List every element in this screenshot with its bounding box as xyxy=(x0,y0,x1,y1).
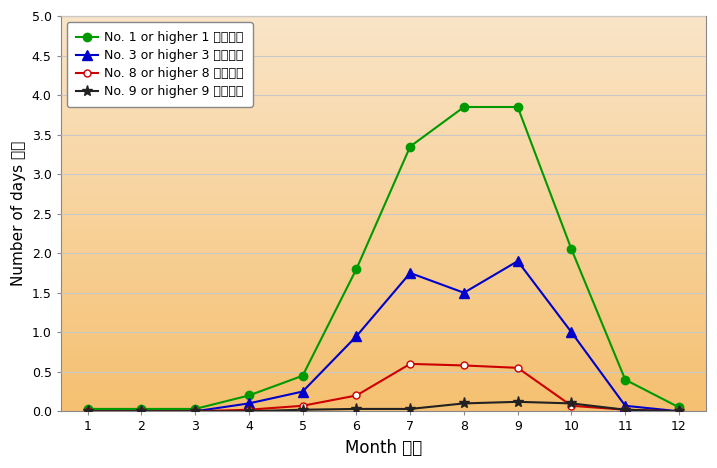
Line: No. 1 or higher 1 號或更高: No. 1 or higher 1 號或更高 xyxy=(83,103,683,413)
No. 8 or higher 8 號或更高 xyxy=(83,409,92,414)
Legend: No. 1 or higher 1 號或更高, No. 3 or higher 3 號或更高, No. 8 or higher 8 號或更高, No. 9 or: No. 1 or higher 1 號或更高, No. 3 or higher … xyxy=(67,22,253,107)
No. 3 or higher 3 號或更高 xyxy=(675,409,683,414)
No. 8 or higher 8 號或更高 xyxy=(513,365,522,371)
No. 9 or higher 9 號或更高 xyxy=(567,401,576,406)
Y-axis label: Number of days 日數: Number of days 日數 xyxy=(11,141,26,286)
No. 3 or higher 3 號或更高 xyxy=(621,403,630,409)
No. 3 or higher 3 號或更高 xyxy=(298,389,307,395)
No. 8 or higher 8 號或更高 xyxy=(567,403,576,409)
No. 1 or higher 1 號或更高 xyxy=(567,247,576,252)
Line: No. 9 or higher 9 號或更高: No. 9 or higher 9 號或更高 xyxy=(82,396,685,417)
No. 1 or higher 1 號或更高 xyxy=(513,104,522,110)
No. 3 or higher 3 號或更高 xyxy=(460,290,468,296)
Line: No. 8 or higher 8 號或更高: No. 8 or higher 8 號或更高 xyxy=(84,360,683,415)
No. 8 or higher 8 號或更高 xyxy=(244,407,253,412)
No. 9 or higher 9 號或更高 xyxy=(244,409,253,414)
No. 3 or higher 3 號或更高 xyxy=(191,409,199,414)
No. 1 or higher 1 號或更高 xyxy=(137,406,146,412)
No. 1 or higher 1 號或更高 xyxy=(352,266,361,272)
No. 8 or higher 8 號或更高 xyxy=(675,409,683,414)
No. 1 or higher 1 號或更高 xyxy=(460,104,468,110)
No. 9 or higher 9 號或更高 xyxy=(621,407,630,412)
No. 1 or higher 1 號或更高 xyxy=(191,406,199,412)
No. 9 or higher 9 號或更高 xyxy=(513,399,522,405)
No. 8 or higher 8 號或更高 xyxy=(191,409,199,414)
X-axis label: Month 月份: Month 月份 xyxy=(345,439,422,457)
No. 1 or higher 1 號或更高 xyxy=(675,404,683,410)
No. 8 or higher 8 號或更高 xyxy=(621,407,630,412)
No. 9 or higher 9 號或更高 xyxy=(460,401,468,406)
No. 9 or higher 9 號或更高 xyxy=(137,409,146,414)
No. 8 or higher 8 號或更高 xyxy=(406,361,414,367)
No. 3 or higher 3 號或更高 xyxy=(567,329,576,335)
No. 3 or higher 3 號或更高 xyxy=(137,409,146,414)
No. 9 or higher 9 號或更高 xyxy=(191,409,199,414)
No. 1 or higher 1 號或更高 xyxy=(298,373,307,379)
No. 3 or higher 3 號或更高 xyxy=(244,401,253,406)
No. 8 or higher 8 號或更高 xyxy=(137,409,146,414)
No. 9 or higher 9 號或更高 xyxy=(406,406,414,412)
No. 3 or higher 3 號或更高 xyxy=(352,333,361,339)
No. 9 or higher 9 號或更高 xyxy=(352,406,361,412)
No. 3 or higher 3 號或更高 xyxy=(406,270,414,276)
No. 3 or higher 3 號或更高 xyxy=(83,409,92,414)
No. 3 or higher 3 號或更高 xyxy=(513,258,522,264)
No. 1 or higher 1 號或更高 xyxy=(83,406,92,412)
No. 9 or higher 9 號或更高 xyxy=(83,409,92,414)
No. 1 or higher 1 號或更高 xyxy=(406,144,414,149)
No. 8 or higher 8 號或更高 xyxy=(352,393,361,398)
No. 1 or higher 1 號或更高 xyxy=(244,393,253,398)
No. 8 or higher 8 號或更高 xyxy=(298,403,307,409)
No. 9 or higher 9 號或更高 xyxy=(675,409,683,414)
No. 1 or higher 1 號或更高 xyxy=(621,377,630,382)
No. 8 or higher 8 號或更高 xyxy=(460,363,468,368)
No. 9 or higher 9 號或更高 xyxy=(298,407,307,412)
Line: No. 3 or higher 3 號或更高: No. 3 or higher 3 號或更高 xyxy=(82,256,684,416)
